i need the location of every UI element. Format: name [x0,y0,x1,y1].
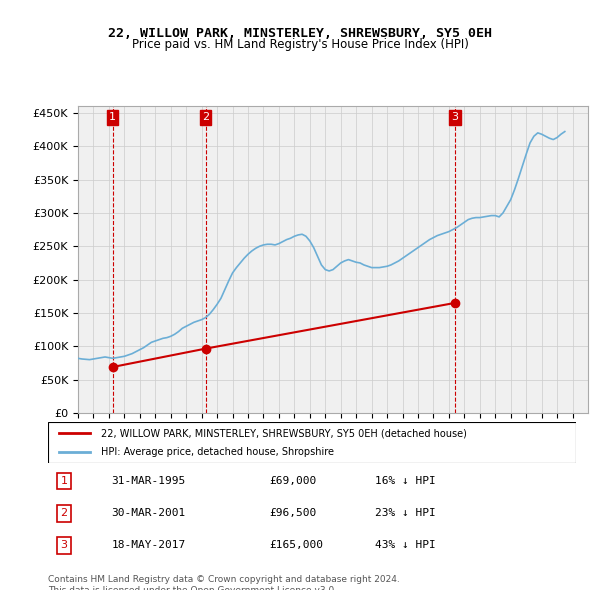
Text: Contains HM Land Registry data © Crown copyright and database right 2024.
This d: Contains HM Land Registry data © Crown c… [48,575,400,590]
Text: HPI: Average price, detached house, Shropshire: HPI: Average price, detached house, Shro… [101,447,334,457]
Text: 23% ↓ HPI: 23% ↓ HPI [376,508,436,518]
Text: 3: 3 [61,540,67,550]
Text: 1: 1 [61,476,67,486]
Text: £165,000: £165,000 [270,540,324,550]
Text: 22, WILLOW PARK, MINSTERLEY, SHREWSBURY, SY5 0EH: 22, WILLOW PARK, MINSTERLEY, SHREWSBURY,… [108,27,492,40]
Text: 43% ↓ HPI: 43% ↓ HPI [376,540,436,550]
Text: 2: 2 [60,508,67,518]
Text: 1: 1 [109,112,116,122]
Text: 16% ↓ HPI: 16% ↓ HPI [376,476,436,486]
Text: Price paid vs. HM Land Registry's House Price Index (HPI): Price paid vs. HM Land Registry's House … [131,38,469,51]
Text: 2: 2 [202,112,209,122]
Text: 30-MAR-2001: 30-MAR-2001 [112,508,185,518]
Text: 18-MAY-2017: 18-MAY-2017 [112,540,185,550]
Text: £96,500: £96,500 [270,508,317,518]
Text: 31-MAR-1995: 31-MAR-1995 [112,476,185,486]
Text: 22, WILLOW PARK, MINSTERLEY, SHREWSBURY, SY5 0EH (detached house): 22, WILLOW PARK, MINSTERLEY, SHREWSBURY,… [101,428,467,438]
Text: £69,000: £69,000 [270,476,317,486]
Text: 3: 3 [451,112,458,122]
FancyBboxPatch shape [48,422,576,463]
